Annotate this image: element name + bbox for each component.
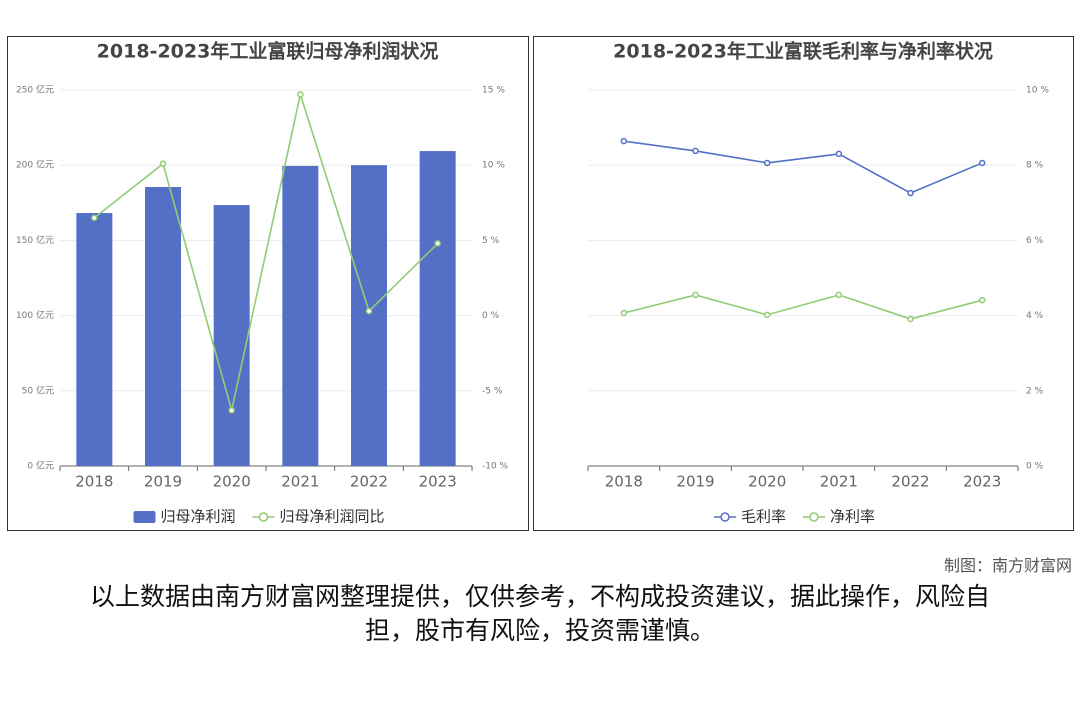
x-tick-label: 2021 [281,473,319,491]
credit: 制图：南方财富网 [943,556,1072,575]
legend-label: 毛利率 [741,508,786,526]
legend-swatch [258,512,269,522]
x-tick-label: 2021 [820,473,858,491]
x-tick-label: 2019 [144,473,182,491]
x-tick-label: 2022 [350,473,388,491]
charts: 2018-2023年工业富联归母净利润状况 0 亿元 50 亿元 100 亿元 150 … [7,36,1074,531]
y-tick-label: 100 亿元 [16,309,54,321]
y-tick-label: 4 % [1026,311,1044,321]
line [623,294,983,320]
line [93,91,439,411]
legend-label: 净利率 [830,508,875,526]
x-tick-label: 2020 [213,473,251,491]
point [763,311,771,319]
y2-tick-label: -10 % [482,462,509,472]
bar [419,151,456,467]
y-tick-label: 6 % [1026,236,1044,246]
y2-tick-label: 10 % [482,161,505,171]
bar [145,187,181,466]
legend-label: 归母净利润同比 [280,508,385,526]
y-tick-label: 250 亿元 [16,84,54,96]
point [835,150,843,158]
bar [282,165,319,466]
x-tick-label: 2022 [891,473,929,491]
point [228,407,235,414]
y-tick-label: 50 亿元 [22,384,54,396]
point [434,240,441,247]
x-tick-label: 2018 [605,473,643,491]
y2-tick-label: 0 % [482,311,500,321]
point [620,309,628,317]
chart-title: 2018-2023年工业富联毛利率与净利率状况 [613,40,993,63]
x-tick-label: 2023 [419,473,457,491]
y-tick-label: 0 亿元 [27,460,54,472]
point [159,160,167,167]
point [91,214,98,222]
point [763,159,771,167]
x-tick-label: 2019 [676,473,714,491]
bar [76,213,113,466]
point [978,159,986,167]
y-tick-label: 200 亿元 [16,159,54,171]
legend-label: 归母净利润 [161,508,236,526]
bar [351,165,387,466]
point [978,296,986,304]
y-tick-label: 2 % [1026,386,1044,396]
x-tick-label: 2023 [963,473,1001,491]
point [297,91,304,98]
point [692,291,699,299]
panel [533,36,1074,531]
panel [7,36,529,531]
point [835,291,843,299]
bar [213,205,250,466]
point [907,189,914,197]
x-tick-label: 2018 [75,473,113,491]
y2-tick-label: 5 % [482,236,500,246]
point [365,307,373,315]
y-tick-label: 10 % [1026,86,1049,96]
legend-swatch [809,512,819,522]
legend-swatch [720,512,730,522]
y-tick-label: 0 % [1026,462,1044,472]
y-tick-label: 8 % [1026,161,1044,171]
line [623,140,983,194]
disclaimer: 以上数据由南方财富网整理提供，仅供参考，不构成投资建议，据此操作，风险自担，股市… [89,582,990,645]
point [907,315,914,323]
x-tick-label: 2020 [748,473,786,491]
y2-tick-label: 15 % [482,86,505,96]
legend-swatch [133,511,156,523]
point [692,147,699,155]
point [620,137,628,145]
chart-title: 2018-2023年工业富联归母净利润状况 [97,40,439,63]
y-tick-label: 150 亿元 [16,234,54,246]
y2-tick-label: -5 % [482,386,503,396]
